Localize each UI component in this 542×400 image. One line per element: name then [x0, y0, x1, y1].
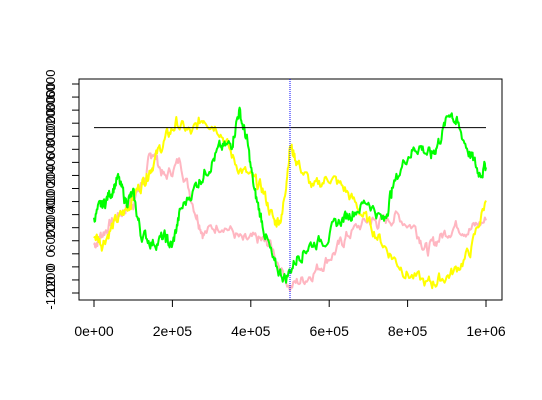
y-tick-label: 800: [43, 125, 58, 147]
x-tick-label: 6e+05: [310, 323, 350, 339]
y-tick-label: 0: [43, 263, 58, 270]
y-tick-label: 1000: [43, 109, 58, 138]
series-layer: [93, 106, 487, 292]
y-tick-label: -1200: [43, 276, 58, 309]
y-tick-label: 8000: [43, 83, 58, 112]
x-tick-label: 4e+05: [231, 323, 271, 339]
y-tick-label: 400: [43, 152, 58, 174]
y-tick-label: 2000: [43, 200, 58, 229]
y-tick-label: 600: [43, 230, 58, 252]
series-line-3: [93, 106, 487, 284]
reference-lines: [94, 79, 486, 300]
y-tick-label: 2000: [43, 96, 58, 125]
x-tick-label: 8e+05: [388, 323, 428, 339]
x-tick-label: 2e+05: [153, 323, 193, 339]
y-tick-label: 600: [43, 138, 58, 160]
y-tick-label: 200: [43, 165, 58, 187]
x-axis: 0e+00 2e+05 4e+05 6e+05 8e+05 1e+06: [74, 299, 506, 339]
y-tick-label: 6000: [43, 70, 58, 99]
x-tick-label: 1e+06: [466, 323, 506, 339]
y-tick-label: 0: [43, 250, 58, 257]
y-tick-label: 1000: [43, 174, 58, 203]
x-tick-label: 0e+00: [74, 323, 114, 339]
y-tick-label: 200: [43, 217, 58, 239]
y-axis: 6000800020001000800600400200100040020002…: [43, 70, 79, 310]
series-line-2: [93, 116, 487, 290]
y-tick-label: 400: [43, 191, 58, 213]
y-tick-label: 1200: [43, 265, 58, 294]
